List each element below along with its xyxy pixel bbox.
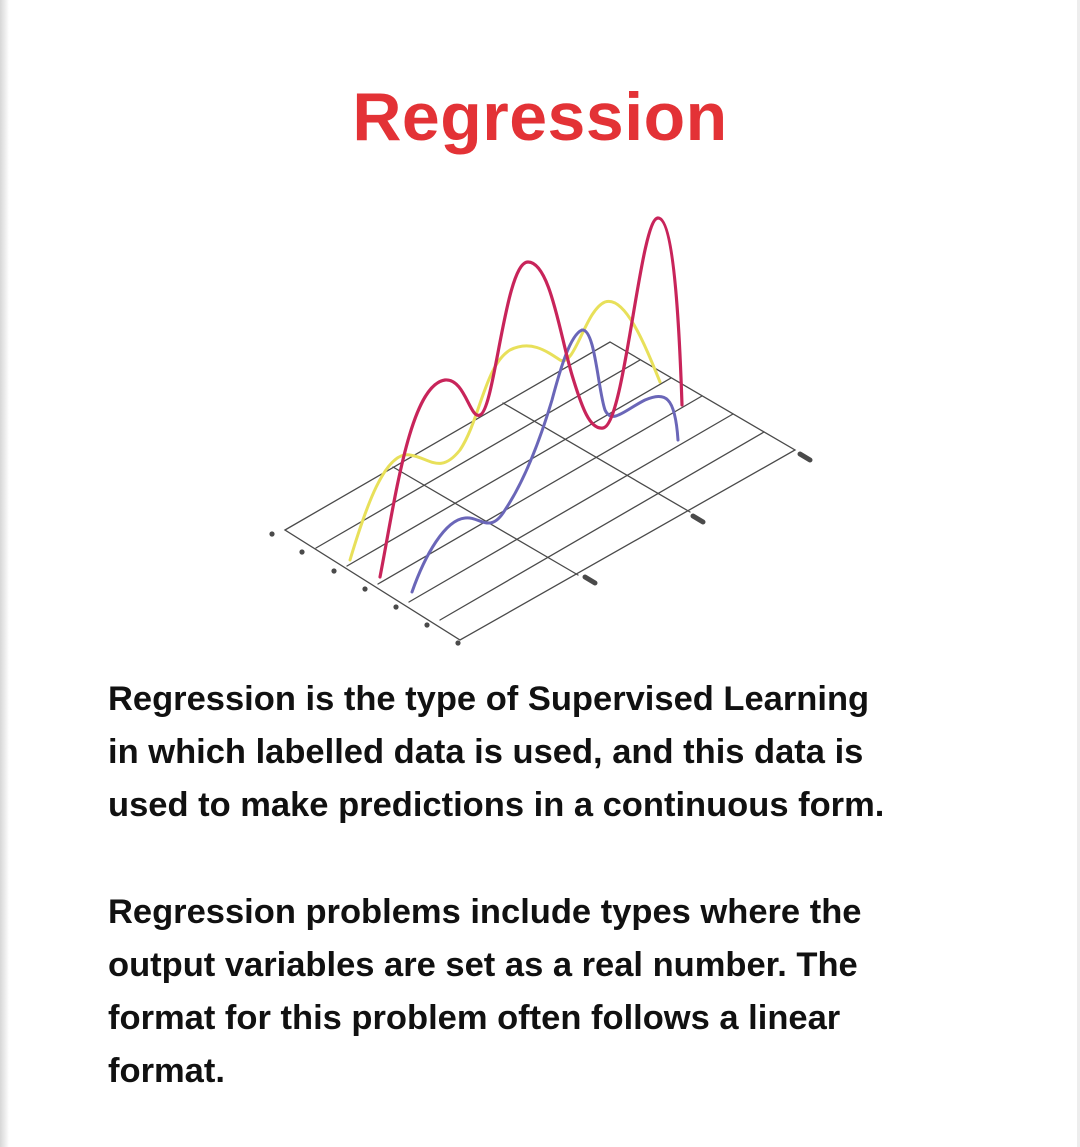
paragraph-line: format. xyxy=(108,1052,225,1090)
paragraph-line: output variables are set as a real numbe… xyxy=(108,946,858,984)
paragraph-line: format for this problem often follows a … xyxy=(108,999,841,1037)
paragraph-definition: Regression is the type of Supervised Lea… xyxy=(108,673,988,832)
page-title: Regression xyxy=(352,79,728,155)
paragraph-line: Regression is the type of Supervised Lea… xyxy=(108,680,870,718)
paragraph-line: used to make predictions in a continuous… xyxy=(108,786,885,824)
paragraph-line: Regression problems include types where … xyxy=(108,893,862,931)
axis-tick-marks xyxy=(269,451,813,646)
paragraph-problems: Regression problems include types where … xyxy=(108,886,988,1098)
page-edge-right xyxy=(1077,0,1080,1147)
paragraph-line: in which labelled data is used, and this… xyxy=(108,733,864,771)
red-regression-curve xyxy=(378,216,684,579)
blue-regression-curve xyxy=(410,328,680,594)
page-edge-shadow xyxy=(0,0,9,1147)
yellow-regression-curve xyxy=(348,299,662,562)
isometric-grid xyxy=(283,341,797,641)
